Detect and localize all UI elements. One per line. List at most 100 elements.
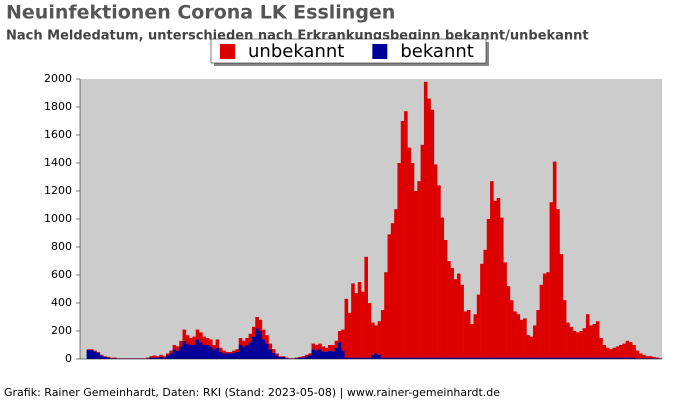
bar-segment	[413, 357, 418, 359]
bar-segment	[208, 346, 213, 359]
bar-segment	[536, 357, 540, 359]
bar-segment	[99, 354, 104, 356]
bar-segment	[480, 357, 484, 359]
bar-segment	[599, 338, 603, 358]
bar-segment	[185, 335, 190, 344]
bar-segment	[238, 345, 243, 359]
bar-segment	[261, 329, 266, 340]
bar-segment	[404, 111, 408, 358]
bar-segment	[420, 357, 425, 359]
bar-segment	[447, 261, 451, 358]
bar-segment	[113, 357, 117, 359]
bar-segment	[589, 357, 593, 359]
bar-segment	[536, 310, 540, 358]
bar-segment	[357, 357, 362, 359]
bar-segment	[172, 345, 177, 350]
bar-segment	[165, 353, 170, 356]
bar-segment	[397, 163, 402, 358]
bar-segment	[443, 357, 448, 359]
bar-segment	[589, 325, 593, 358]
bar-segment	[374, 325, 378, 354]
bar-segment	[324, 347, 329, 352]
bar-segment	[652, 356, 656, 359]
bar-segment	[423, 81, 428, 358]
bar-segment	[225, 352, 230, 354]
bar-segment	[89, 349, 94, 350]
bar-segment	[331, 345, 335, 352]
bar-segment	[367, 357, 372, 359]
bar-segment	[334, 347, 339, 359]
bar-segment	[192, 336, 197, 345]
bar-segment	[225, 353, 230, 359]
bar-segment	[159, 356, 163, 359]
bar-segment	[281, 356, 286, 357]
bar-segment	[255, 317, 259, 329]
bar-segment	[248, 333, 253, 343]
bar-segment	[539, 357, 544, 359]
bar-segment	[648, 358, 653, 359]
bar-segment	[351, 357, 355, 359]
bar-segment	[473, 357, 478, 359]
bar-segment	[645, 356, 650, 359]
bar-segment	[106, 357, 111, 359]
bar-segment	[569, 326, 574, 358]
bar-segment	[195, 329, 200, 340]
bar-segment	[103, 356, 107, 357]
bar-segment	[443, 240, 448, 358]
bar-segment	[453, 279, 458, 358]
bar-segment	[523, 357, 527, 359]
bar-segment	[638, 358, 643, 359]
bar-segment	[503, 262, 507, 358]
bar-segment	[499, 217, 504, 358]
bar-segment	[602, 345, 607, 358]
bar-segment	[486, 219, 491, 358]
bar-segment	[506, 357, 511, 359]
bar-segment	[579, 357, 583, 359]
bar-segment	[218, 352, 223, 359]
bar-segment	[582, 328, 587, 358]
bar-segment	[420, 144, 425, 358]
chart-title: Neuinfektionen Corona LK Esslingen	[6, 2, 395, 24]
bar-segment	[212, 345, 216, 350]
bar-segment	[509, 357, 514, 359]
bar-segment	[189, 345, 193, 359]
bar-segment	[238, 338, 243, 345]
bar-segment	[615, 357, 620, 359]
bar-segment	[152, 355, 157, 358]
bar-segment	[394, 357, 398, 359]
bar-segment	[314, 345, 319, 351]
bar-segment	[595, 357, 600, 359]
bar-segment	[242, 340, 246, 347]
bar-segment	[483, 357, 488, 359]
bar-segment	[361, 291, 365, 358]
bar-segment	[619, 345, 623, 358]
bar-segment	[371, 322, 375, 355]
bar-segment	[440, 357, 445, 359]
bar-segment	[109, 357, 114, 359]
bar-segment	[308, 353, 312, 356]
bar-segment	[592, 357, 597, 359]
bar-segment	[519, 319, 524, 358]
legend-box	[210, 38, 487, 64]
bar-segment	[556, 209, 560, 358]
bar-segment	[499, 357, 504, 359]
bar-segment	[384, 272, 388, 358]
bar-segment	[159, 354, 163, 357]
bar-segment	[215, 339, 220, 348]
bar-segment	[417, 357, 421, 359]
bar-segment	[562, 357, 567, 359]
bar-segment	[321, 346, 326, 352]
bar-segment	[175, 346, 180, 351]
bar-segment	[526, 357, 531, 359]
bar-segment	[149, 356, 154, 358]
bar-segment	[632, 357, 636, 359]
bar-segment	[268, 343, 273, 350]
bar-segment	[278, 356, 283, 359]
bar-segment	[480, 263, 484, 358]
bar-segment	[149, 357, 154, 359]
bar-segment	[99, 355, 104, 359]
y-tick-label: 0	[65, 352, 72, 365]
bar-segment	[549, 202, 554, 358]
bar-segment	[410, 357, 415, 359]
